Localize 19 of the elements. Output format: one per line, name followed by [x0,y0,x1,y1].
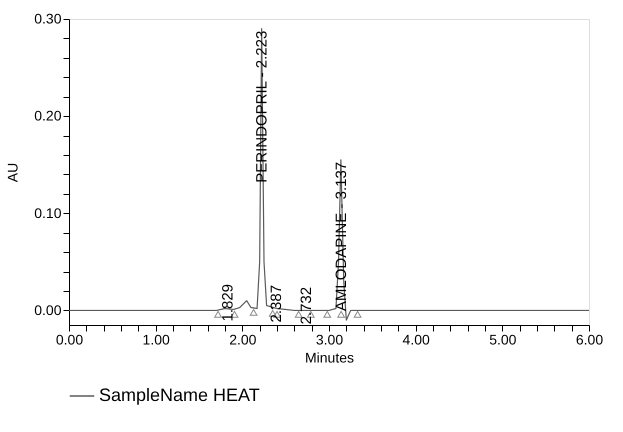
y-tick-label: 0.30 [34,10,62,26]
annotation: PERINDOPRIL - 2.223 [254,30,271,183]
y-tick-label: 0.00 [34,302,62,318]
annotation: AMLODAPINE - 3.137 [332,162,350,312]
x-tick-label: 6.00 [576,332,604,348]
y-axis-title: AU [4,162,20,182]
y-tick-label: 0.20 [34,108,62,124]
annotation: 2.732 [298,286,315,324]
x-tick-label: 0.00 [56,332,84,348]
legend-label: SampleName HEAT [99,385,260,405]
y-tick-label: 0.10 [34,204,62,221]
annotation: 1.829 [220,284,237,322]
x-tick-label: 5.00 [489,332,517,348]
x-tick-label: 4.00 [402,332,430,348]
annotation: 2.387 [268,284,285,322]
x-axis-title: Minutes [304,350,354,366]
x-tick-label: 3.00 [316,332,344,348]
x-tick-label: 2.00 [229,332,257,348]
x-tick-label: 1.00 [142,332,170,348]
